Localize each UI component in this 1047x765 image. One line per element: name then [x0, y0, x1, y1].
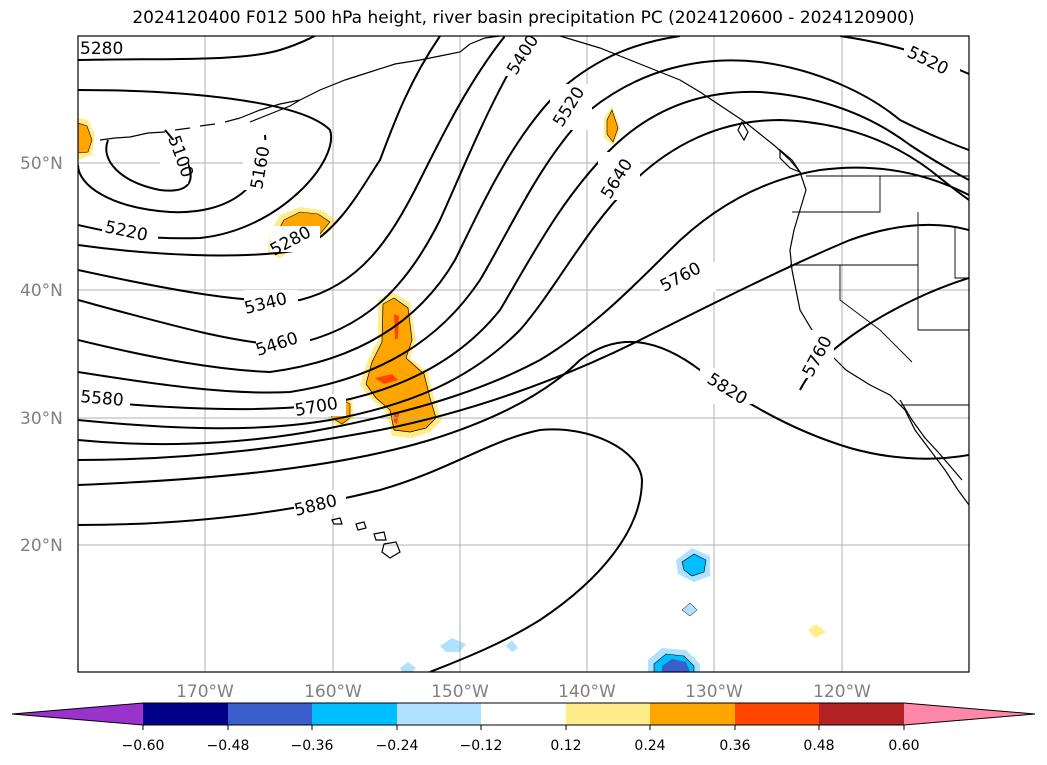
coastline-baja [899, 399, 963, 481]
lat-label-40n: 40°N [20, 281, 63, 301]
precip-patch-central-peak-2 [375, 374, 398, 384]
colorbar-tick-label: 0.48 [803, 738, 834, 754]
colorbar-segment-2 [228, 703, 312, 725]
contour-5340 [78, 36, 506, 302]
coastline-vancouver-island [779, 148, 802, 174]
contour-5520 [78, 59, 969, 394]
graticule [78, 36, 969, 672]
colorbar-extend-high [904, 703, 1035, 725]
lon-label-170w: 170°W [176, 682, 234, 702]
contour-label-5280-west: 5280 [80, 39, 123, 59]
contour-5400 [78, 36, 531, 347]
border-washington-oregon [792, 176, 881, 213]
precip-negative-3-inner [662, 659, 690, 672]
coastline-aleutians [99, 117, 241, 141]
map-title: 2024120400 F012 500 hPa height, river ba… [132, 8, 915, 28]
contour-label-5580: 5580 [80, 387, 125, 411]
colorbar-segment-7 [650, 703, 735, 725]
hawaiian-islands [331, 517, 401, 559]
colorbar-tick-label: −0.12 [460, 738, 503, 754]
border-idaho-montana [954, 226, 969, 279]
island-big-island [381, 541, 401, 559]
precip-patch-central-peak-1 [394, 314, 399, 340]
lon-label-120w: 120°W [813, 682, 871, 702]
height-contours [78, 36, 969, 672]
colorbar-segment-5 [481, 703, 566, 725]
contour-5820 [78, 340, 969, 486]
colorbar-segment-4 [397, 703, 481, 725]
island-maui [373, 531, 387, 541]
colorbar-segment-1 [143, 703, 228, 725]
precip-patch-central-core [365, 297, 437, 433]
colorbar-tick-label: 0.36 [719, 738, 750, 754]
precip-negative-2 [681, 602, 698, 617]
map-background [78, 36, 969, 672]
colorbar-tick-label: 0.12 [550, 738, 581, 754]
map-frame [77, 35, 970, 673]
colorbar-segment-8 [735, 703, 819, 725]
lat-label-30n: 30°N [20, 409, 63, 429]
lat-label-20n: 20°N [20, 536, 63, 556]
precip-positive-small [808, 624, 826, 638]
contour-5460 [78, 36, 681, 374]
colorbar-tick-label: 0.60 [888, 738, 919, 754]
coastline-alaska-peninsula [239, 99, 301, 123]
coastline-haida-gwaii [737, 120, 749, 142]
lon-label-150w: 150°W [431, 682, 489, 702]
colorbar-ticks [142, 725, 905, 730]
colorbar-segment-9 [819, 703, 904, 725]
colorbar: −0.60 −0.48 −0.36 −0.24 −0.12 0.12 0.24 … [11, 702, 1036, 754]
colorbar-tick-label: 0.24 [634, 738, 665, 754]
island-oahu [355, 521, 367, 531]
colorbar-segment-6 [566, 703, 650, 725]
contour-5280-west [78, 36, 316, 61]
border-california-nevada [839, 265, 913, 363]
lat-label-50n: 50°N [20, 154, 63, 174]
precip-negative-5 [506, 640, 518, 652]
lon-label-130w: 130°W [685, 682, 743, 702]
lon-label-140w: 140°W [558, 682, 616, 702]
colorbar-segment-3 [312, 703, 397, 725]
precip-patch-west-edge-core [78, 122, 93, 154]
lon-label-160w: 160°W [304, 682, 362, 702]
precip-negative-1-core [681, 553, 707, 577]
coastline-west-coast [789, 189, 969, 506]
colorbar-extend-low [12, 703, 143, 725]
contour-5280 [78, 36, 441, 257]
island-kauai [331, 517, 343, 525]
colorbar-tick-label: −0.24 [376, 738, 419, 754]
contour-5700 [78, 166, 969, 446]
colorbar-tick-label: −0.36 [291, 738, 334, 754]
colorbar-tick-label: −0.48 [207, 738, 250, 754]
precip-negative-6 [400, 662, 416, 672]
contour-5640 [78, 118, 969, 430]
precip-patch-alaska-core [606, 109, 619, 143]
coastline-alaska [299, 36, 501, 101]
contour-5760 [78, 223, 969, 461]
political-boundaries [790, 175, 969, 406]
border-idaho-nevada [917, 212, 969, 331]
colorbar-tick-label: −0.60 [122, 738, 165, 754]
